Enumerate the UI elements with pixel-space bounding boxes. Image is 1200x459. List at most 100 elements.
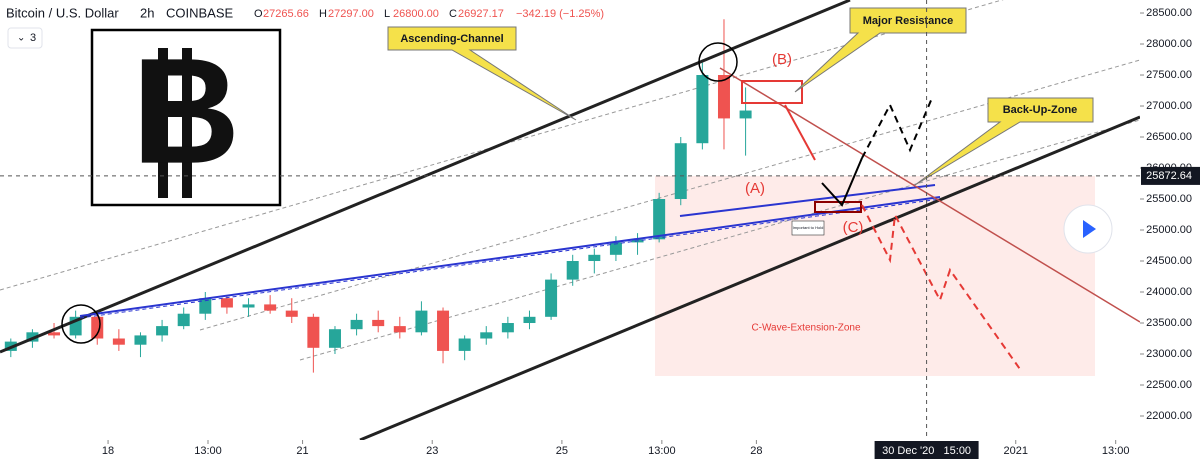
channel-guide <box>299 119 1141 361</box>
arrow <box>821 157 863 207</box>
y-tick-label: 22000.00 <box>1146 410 1192 422</box>
candle-body <box>480 332 493 339</box>
y-tick-label: 23500.00 <box>1146 317 1192 329</box>
x-tick-label: 18 <box>102 445 114 457</box>
candle-body <box>285 310 298 317</box>
candle-body <box>609 242 622 255</box>
x-tick-label: 25 <box>556 445 568 457</box>
indicator-toggle[interactable] <box>7 27 43 49</box>
candle-body <box>242 304 255 308</box>
candle-body <box>437 310 450 351</box>
candle-body <box>112 338 125 345</box>
ohlc-key: C <box>449 8 457 20</box>
wave-label: (B) <box>772 51 792 68</box>
y-tick-label: 25000.00 <box>1146 224 1192 236</box>
price-axis <box>1140 0 1200 440</box>
support-line <box>79 198 941 319</box>
x-tick-label: 23 <box>426 445 438 457</box>
callout <box>914 97 1094 186</box>
wave-label: (C) <box>843 219 864 236</box>
candle-body <box>48 332 61 336</box>
candle-body <box>415 310 428 333</box>
resistance-box <box>741 80 803 104</box>
callout <box>794 7 967 93</box>
arrow <box>784 104 816 161</box>
candle-body <box>566 261 579 280</box>
candle-body <box>372 319 385 327</box>
y-tick-label: 24000.00 <box>1146 286 1192 298</box>
y-tick-label: 28000.00 <box>1146 38 1192 50</box>
y-tick-label: 24500.00 <box>1146 255 1192 267</box>
indicator-count: 3 <box>30 32 36 44</box>
candle-body <box>393 326 406 333</box>
candle-body <box>588 254 601 262</box>
candle-body <box>134 335 147 345</box>
highlight <box>698 42 738 82</box>
logo-bar <box>182 48 192 198</box>
arrow <box>861 97 933 159</box>
channel-lower <box>359 115 1141 442</box>
highlight <box>61 304 101 344</box>
candle-body <box>307 316 320 348</box>
x-tick-label: 13:00 <box>194 445 222 457</box>
candle-body <box>523 316 536 324</box>
candle-body <box>458 338 471 351</box>
ohlc-key: L <box>384 8 390 20</box>
annotation: Back-Up-Zone <box>1003 104 1078 116</box>
ohlc-value: 27265.66 <box>263 8 309 20</box>
y-tick-label: 23000.00 <box>1146 348 1192 360</box>
ohlc-key: O <box>254 8 263 20</box>
candle-body <box>264 304 277 311</box>
header: Bitcoin / U.S. Dollar 2h COINBASE O 27265… <box>6 5 604 49</box>
callout <box>387 26 577 121</box>
candle-body <box>545 279 558 317</box>
annotation: Important to Hold <box>793 225 824 230</box>
candle-body <box>501 323 514 333</box>
note-box <box>791 220 825 236</box>
candle-body <box>328 329 341 348</box>
annotation: Major Resistance <box>863 15 953 27</box>
indicator-arrow: ⌄ <box>17 33 25 44</box>
exchange: COINBASE <box>166 5 234 20</box>
logo: B <box>132 27 240 195</box>
price-label: 25872.64 <box>1146 170 1192 182</box>
candle-body <box>653 199 666 240</box>
x-tick-label: 21 <box>296 445 308 457</box>
candle-body <box>739 110 752 119</box>
arrow <box>861 204 1023 373</box>
interval: 2h <box>140 5 154 20</box>
candle-body <box>91 316 104 339</box>
y-tick-label: 27000.00 <box>1146 100 1192 112</box>
annotation: C-Wave-Extension-Zone <box>751 323 861 334</box>
y-tick-label: 28500.00 <box>1146 7 1192 19</box>
x-tick-label: 13:00 <box>1102 445 1130 457</box>
price-label-box <box>1141 166 1200 185</box>
candle-body <box>220 298 233 308</box>
candle-body <box>177 313 190 327</box>
ohlc-value: 26800.00 <box>393 8 439 20</box>
support-line <box>79 196 941 317</box>
wave-label: (A) <box>745 180 765 197</box>
y-tick-label: 26500.00 <box>1146 131 1192 143</box>
candle-body <box>717 75 730 119</box>
candle-body <box>674 143 687 200</box>
time-label: 30 Dec '20 15:00 <box>882 445 971 457</box>
channel-guide <box>199 59 1141 331</box>
ohlc-value: 27297.00 <box>328 8 374 20</box>
x-tick-label: 28 <box>750 445 762 457</box>
candle-body <box>199 298 212 314</box>
y-tick-label: 27500.00 <box>1146 69 1192 81</box>
x-tick-label: 13:00 <box>648 445 676 457</box>
x-tick-label: 2021 <box>1003 445 1027 457</box>
candle-body <box>156 326 169 336</box>
play-icon[interactable] <box>1083 220 1096 238</box>
y-tick-label: 22500.00 <box>1146 379 1192 391</box>
change: −342.19 (−1.25%) <box>516 8 604 20</box>
time-label-box <box>874 441 979 459</box>
ohlc-value: 26927.17 <box>458 8 504 20</box>
symbol: Bitcoin / U.S. Dollar <box>6 5 119 20</box>
annotation: Ascending-Channel <box>400 33 503 45</box>
y-tick-label: 25500.00 <box>1146 193 1192 205</box>
resistance-line <box>719 67 1141 323</box>
